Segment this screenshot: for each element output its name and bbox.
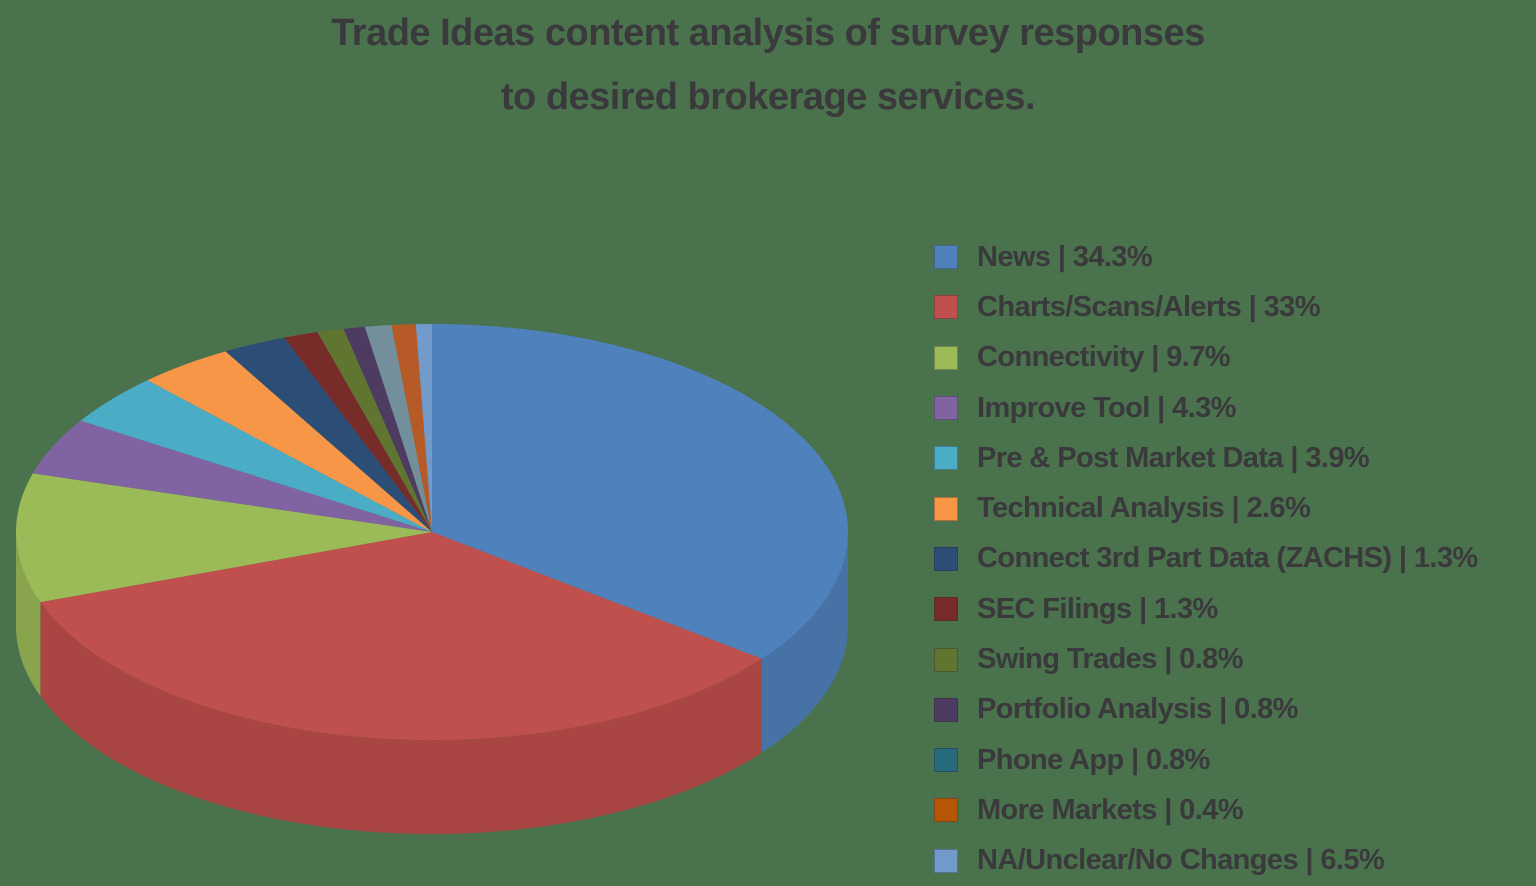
legend-label: Phone App | 0.8%: [977, 743, 1210, 776]
legend-item: More Markets | 0.4%: [934, 785, 1478, 835]
legend-swatch-icon: [934, 396, 958, 421]
pie-side-wall: [16, 532, 41, 697]
pie-slice: [32, 420, 432, 532]
pie-slice: [364, 324, 432, 532]
legend-label: Pre & Post Market Data | 3.9%: [977, 441, 1370, 474]
legend-swatch-icon: [934, 597, 958, 622]
legend-label: Charts/Scans/Alerts | 33%: [977, 290, 1320, 323]
chart-title-line-1: Trade Ideas content analysis of survey r…: [331, 12, 1205, 54]
legend-swatch-icon: [934, 848, 958, 873]
legend-swatch-icon: [934, 295, 958, 320]
pie-slice: [391, 324, 432, 532]
legend-swatch-icon: [934, 748, 958, 773]
legend-swatch-icon: [934, 546, 958, 571]
legend-swatch-icon: [934, 647, 958, 672]
legend-item: NA/Unclear/No Changes | 6.5%: [934, 836, 1478, 886]
legend-swatch-icon: [934, 245, 958, 270]
pie-slice: [317, 328, 432, 532]
chart-title: Trade Ideas content analysis of survey r…: [0, 0, 1536, 128]
pie-slice: [343, 326, 432, 532]
legend-item: SEC Filings | 1.3%: [934, 584, 1478, 634]
legend-swatch-icon: [934, 446, 958, 471]
chart-title-line-2: to desired brokerage services.: [500, 76, 1036, 118]
chart-legend: News | 34.3% Charts/Scans/Alerts | 33% C…: [934, 232, 1478, 886]
pie-slice: [432, 324, 849, 659]
legend-item: Pre & Post Market Data | 3.9%: [934, 433, 1478, 483]
legend-label: Swing Trades | 0.8%: [977, 643, 1243, 676]
legend-item: Charts/Scans/Alerts | 33%: [934, 282, 1478, 332]
legend-label: SEC Filings | 1.3%: [977, 592, 1218, 625]
legend-item: Technical Analysis | 2.6%: [934, 483, 1478, 533]
legend-swatch-icon: [934, 798, 958, 823]
pie-slice: [80, 380, 433, 532]
legend-item: Connect 3rd Part Data (ZACHS) | 1.3%: [934, 534, 1478, 584]
legend-label: Connectivity | 9.7%: [977, 341, 1231, 374]
legend-item: Swing Trades | 0.8%: [934, 634, 1478, 684]
legend-swatch-icon: [934, 496, 958, 521]
pie-side-wall: [761, 532, 848, 753]
legend-swatch-icon: [934, 345, 958, 370]
legend-item: Connectivity | 9.7%: [934, 333, 1478, 383]
pie-slice: [40, 532, 762, 740]
legend-label: NA/Unclear/No Changes | 6.5%: [977, 844, 1385, 877]
legend-label: Improve Tool | 4.3%: [977, 391, 1236, 424]
legend-item: Improve Tool | 4.3%: [934, 383, 1478, 433]
pie-slice: [225, 337, 432, 532]
legend-swatch-icon: [934, 697, 958, 722]
legend-label: More Markets | 0.4%: [977, 793, 1243, 826]
pie-side-wall: [40, 602, 762, 834]
legend-item: Portfolio Analysis | 0.8%: [934, 685, 1478, 735]
legend-label: News | 34.3%: [977, 240, 1153, 273]
legend-label: Portfolio Analysis | 0.8%: [977, 693, 1298, 726]
legend-label: Technical Analysis | 2.6%: [977, 492, 1311, 525]
legend-item: News | 34.3%: [934, 232, 1478, 282]
pie-slice: [415, 324, 432, 532]
pie-slice: [284, 332, 432, 532]
legend-item: Phone App | 0.8%: [934, 735, 1478, 785]
pie-slice: [147, 351, 432, 532]
legend-label: Connect 3rd Part Data (ZACHS) | 1.3%: [977, 542, 1478, 575]
pie-slice: [15, 473, 433, 603]
